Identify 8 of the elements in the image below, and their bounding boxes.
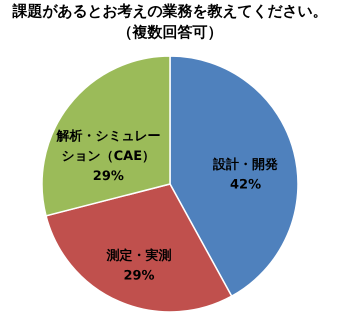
data-label: 29% xyxy=(123,268,155,284)
chart-title: 課題があるとお考えの業務を教えてください。 xyxy=(12,2,328,20)
slice-label: 測定・実測 xyxy=(106,248,172,264)
slice-label: 設計・開発 xyxy=(212,156,278,173)
slice-label: 解析・シミュレーション（CAE） xyxy=(55,129,160,164)
chart-subtitle: （複数回答可） xyxy=(118,23,222,41)
data-label: 29% xyxy=(92,169,124,184)
data-label: 42% xyxy=(230,178,262,193)
